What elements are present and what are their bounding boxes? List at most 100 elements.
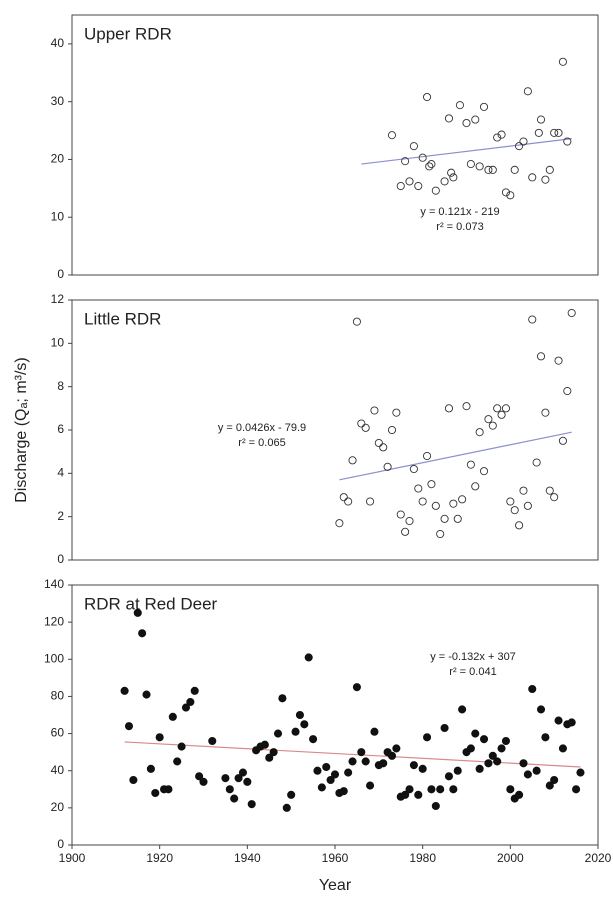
point — [269, 748, 278, 757]
point — [425, 162, 434, 171]
point — [295, 710, 304, 720]
point — [418, 764, 427, 773]
point — [313, 766, 322, 775]
point — [124, 722, 134, 731]
point — [471, 482, 480, 491]
point — [414, 484, 423, 493]
annotation: r² = 0.041 — [449, 666, 496, 678]
annotation: y = 0.0426x - 79.9 — [218, 422, 306, 434]
point — [576, 768, 585, 777]
point — [392, 744, 401, 753]
point — [304, 653, 313, 662]
point — [422, 92, 432, 102]
panel-title: Little RDR — [84, 309, 161, 328]
point — [409, 142, 418, 151]
trend-line — [339, 431, 572, 481]
y-tick-label: 8 — [57, 379, 64, 393]
y-tick-label: 6 — [57, 422, 64, 436]
point — [348, 757, 357, 766]
point — [427, 160, 436, 169]
point — [497, 744, 506, 753]
annotation: y = -0.132x + 307 — [430, 651, 516, 663]
point — [326, 775, 335, 785]
point — [493, 404, 502, 413]
point — [291, 727, 300, 736]
point — [462, 118, 471, 128]
point — [418, 497, 427, 506]
point — [401, 157, 410, 166]
point — [387, 751, 397, 760]
point — [534, 128, 543, 137]
point — [339, 787, 348, 796]
point — [554, 128, 563, 137]
point — [387, 425, 397, 435]
point — [497, 130, 506, 139]
point — [550, 775, 559, 785]
x-tick-label: 2020 — [585, 851, 612, 865]
point — [300, 720, 309, 729]
point — [168, 712, 177, 721]
point — [528, 684, 537, 694]
point — [190, 686, 199, 695]
point — [427, 785, 436, 794]
point — [383, 462, 392, 471]
point — [501, 188, 511, 197]
point — [536, 352, 546, 361]
point — [484, 759, 493, 768]
point — [133, 608, 142, 617]
point — [558, 744, 567, 753]
point — [374, 438, 383, 448]
point — [370, 406, 379, 415]
point — [142, 690, 151, 699]
point — [449, 173, 458, 182]
point — [458, 495, 467, 504]
point — [515, 790, 524, 799]
point — [528, 315, 537, 324]
y-tick-label: 100 — [44, 651, 64, 665]
point — [396, 510, 405, 519]
point — [436, 785, 445, 794]
y-tick-label: 10 — [51, 209, 65, 223]
point — [484, 415, 493, 424]
annotation: r² = 0.065 — [238, 437, 285, 449]
point — [431, 501, 440, 510]
point — [554, 716, 563, 725]
point — [493, 133, 502, 142]
point — [488, 421, 497, 430]
point — [444, 772, 454, 781]
trend-line — [124, 741, 581, 768]
point — [405, 177, 414, 186]
point — [453, 766, 462, 775]
point — [449, 785, 458, 794]
point — [536, 705, 546, 714]
point — [273, 729, 283, 738]
point — [466, 160, 475, 169]
x-tick-label: 1940 — [234, 851, 261, 865]
point — [449, 499, 458, 508]
point — [155, 733, 164, 742]
point — [370, 727, 379, 736]
point — [563, 386, 572, 396]
point — [339, 493, 348, 502]
point — [186, 697, 195, 707]
point — [282, 803, 291, 812]
point — [366, 497, 375, 506]
y-tick-label: 10 — [51, 336, 65, 350]
y-tick-label: 20 — [51, 800, 65, 814]
x-tick-label: 1920 — [146, 851, 173, 865]
point — [447, 168, 456, 177]
point — [453, 514, 462, 523]
point — [515, 521, 524, 530]
point — [208, 736, 217, 746]
y-tick-label: 40 — [51, 763, 65, 777]
point — [361, 757, 370, 766]
point — [335, 519, 344, 528]
point — [392, 408, 401, 417]
x-tick-label: 1980 — [409, 851, 436, 865]
point — [519, 486, 528, 495]
trend-line — [361, 138, 572, 165]
plot-frame — [71, 299, 599, 561]
point — [523, 501, 532, 510]
annotation: r² = 0.073 — [436, 221, 483, 233]
